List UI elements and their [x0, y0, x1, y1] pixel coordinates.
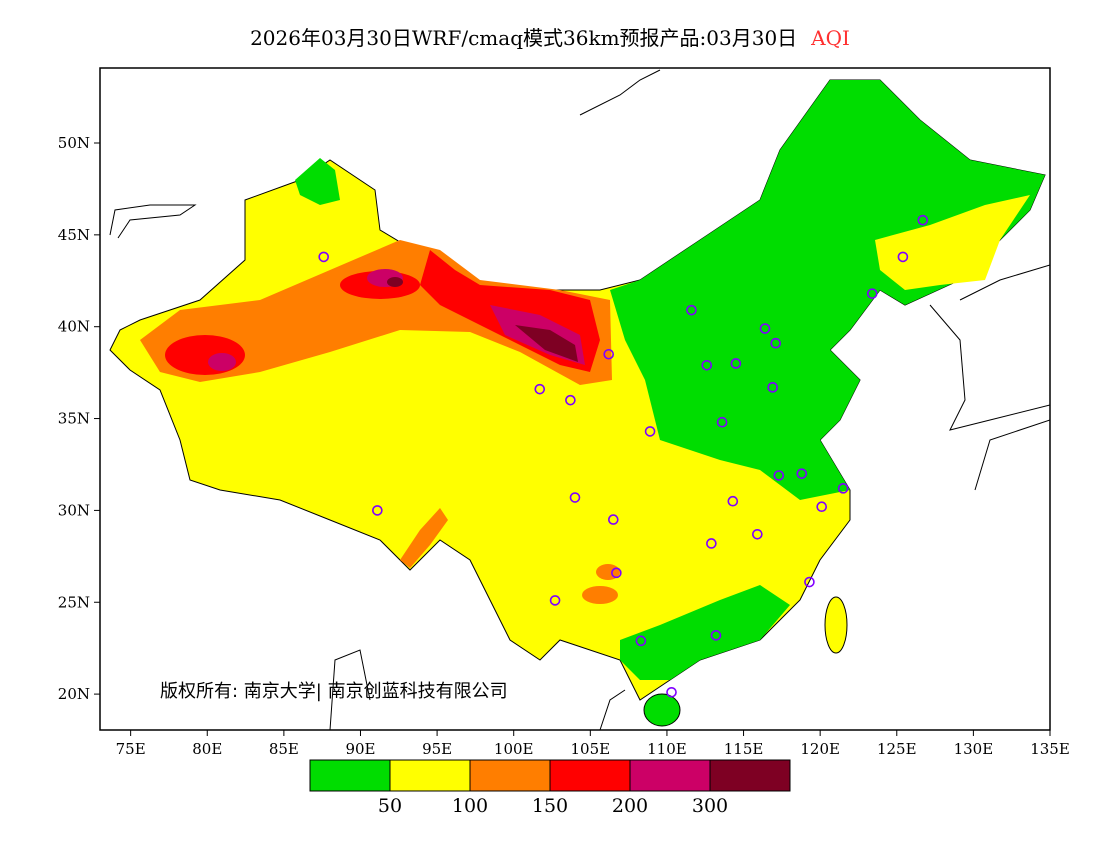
colorbar-swatch	[629, 759, 711, 792]
colorbar-label: 150	[532, 795, 568, 817]
colorbar-swatch	[469, 759, 551, 792]
station-marker	[611, 567, 622, 579]
x-axis: 75E 80E 85E 90E 95E 100E 105E 110E 115E 120E 125E 1…	[116, 730, 1070, 758]
colorbar-label: 100	[452, 795, 488, 817]
station-marker	[917, 214, 929, 226]
station-marker	[816, 501, 827, 513]
region-aqi-max-b	[387, 277, 403, 287]
y-tick-label: 20N	[58, 685, 90, 703]
coastline	[599, 689, 626, 730]
region-aqi-150-yunnan	[582, 586, 618, 604]
station-marker	[549, 595, 561, 606]
x-tick-label: 115E	[724, 740, 764, 758]
station-marker	[706, 538, 717, 549]
colorbar-legend: 50 100 150 200 300	[309, 759, 791, 817]
x-tick-label: 110E	[647, 740, 687, 758]
station-marker	[767, 382, 778, 393]
station-marker	[569, 492, 581, 503]
region-aqi-150-tibet	[400, 508, 448, 568]
station-marker	[666, 686, 677, 698]
station-marker	[727, 495, 739, 507]
region-aqi-100-north-east-patch	[875, 195, 1030, 290]
colorbar-swatch	[389, 759, 471, 792]
x-tick-label: 120E	[800, 740, 840, 758]
x-tick-label: 125E	[877, 740, 917, 758]
station-markers	[318, 214, 929, 698]
coastline	[329, 649, 371, 730]
plot-frame	[99, 67, 1051, 731]
map-title: 2026年03月30日WRF/cmaq模式36km预报产品:03月30日 AQI	[0, 22, 1100, 51]
station-marker	[730, 358, 742, 369]
station-marker	[710, 630, 722, 641]
station-marker	[866, 288, 878, 299]
copyright-text: 版权所有: 南京大学| 南京创蓝科技有限公司	[160, 681, 508, 702]
title-main: 2026年03月30日WRF/cmaq模式36km预报产品:03月30日	[250, 26, 798, 50]
colorbar-label: 50	[378, 795, 402, 817]
x-tick-label: 75E	[116, 740, 146, 758]
station-marker	[603, 348, 615, 360]
y-tick-label: 40N	[58, 318, 90, 336]
colorbar-swatch	[309, 759, 391, 792]
x-tick-label: 105E	[571, 740, 611, 758]
station-marker	[565, 394, 576, 406]
station-marker	[644, 426, 656, 437]
colorbar-swatch	[549, 759, 631, 792]
x-tick-label: 85E	[269, 740, 299, 758]
y-tick-label: 50N	[58, 134, 90, 152]
region-aqi-50-south	[620, 585, 790, 680]
station-marker	[701, 359, 713, 371]
coastline	[109, 204, 197, 239]
station-marker	[770, 337, 782, 349]
station-marker	[716, 416, 728, 428]
region-aqi-200-tarim	[165, 335, 245, 375]
station-marker	[897, 251, 909, 263]
station-marker	[318, 251, 330, 263]
y-tick-label: 30N	[58, 501, 90, 519]
taiwan-island	[824, 596, 848, 654]
station-marker	[635, 635, 647, 647]
y-tick-label: 45N	[58, 226, 90, 244]
station-marker	[608, 514, 619, 525]
station-marker	[796, 468, 808, 479]
x-tick-label: 130E	[954, 740, 994, 758]
station-marker	[686, 304, 697, 316]
station-marker	[534, 383, 546, 395]
region-aqi-150-northwest	[140, 240, 612, 385]
station-marker	[759, 323, 771, 334]
region-aqi-max	[515, 325, 578, 362]
x-tick-label: 90E	[345, 740, 375, 758]
coastline	[959, 264, 1050, 301]
y-tick-label: 25N	[58, 593, 90, 611]
coastline	[579, 69, 661, 116]
hainan-island	[643, 693, 681, 727]
station-marker	[773, 470, 785, 481]
station-marker	[837, 483, 849, 494]
map-plot: 版权所有: 南京大学| 南京创蓝科技有限公司	[109, 69, 1050, 730]
station-marker	[752, 528, 763, 540]
x-tick-label: 100E	[494, 740, 534, 758]
region-aqi-300-a	[208, 353, 236, 371]
y-axis: 20N 25N 30N 35N 40N 45N 50N	[58, 134, 100, 703]
x-tick-label: 80E	[192, 740, 222, 758]
colorbar-label: 300	[692, 795, 728, 817]
y-tick-label: 35N	[58, 410, 90, 428]
station-marker	[372, 505, 383, 516]
colorbar-label: 200	[612, 795, 648, 817]
coastline	[974, 419, 1050, 491]
title-variable: AQI	[811, 26, 850, 50]
region-aqi-50-north-east	[610, 80, 1045, 500]
region-aqi-50-xinjiang-north	[295, 158, 340, 205]
colorbar-swatch	[709, 759, 791, 792]
station-marker	[804, 576, 815, 588]
x-tick-label: 135E	[1030, 740, 1070, 758]
coastline	[929, 304, 1050, 431]
x-tick-label: 95E	[422, 740, 452, 758]
